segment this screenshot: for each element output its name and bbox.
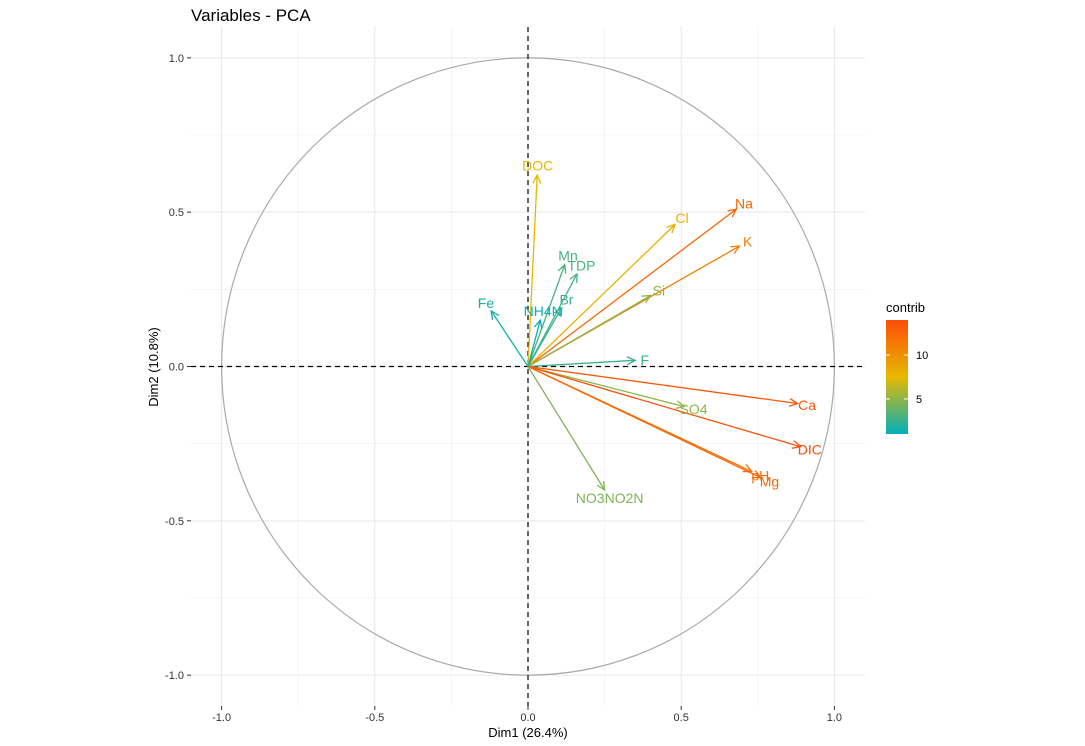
y-tick-label: 0.5 [169, 207, 184, 219]
legend-title: contrib [886, 300, 925, 315]
arrow-f [527, 356, 637, 368]
arrow-so4 [527, 365, 686, 410]
x-tick-label: 0.5 [674, 712, 689, 724]
y-tick-label: 0.0 [169, 362, 184, 374]
arrow-na [527, 208, 738, 368]
arrow-shaft [527, 365, 685, 408]
arrow-shaft [527, 359, 636, 368]
variable-label: DIC [798, 441, 822, 457]
arrow-shaft [527, 366, 606, 491]
variable-label: F [641, 352, 650, 368]
arrow-shaft [527, 365, 801, 448]
variable-label: K [743, 233, 753, 249]
variable-label: TDP [568, 257, 596, 273]
legend-colorbar [886, 320, 908, 434]
x-tick-label: -1.0 [212, 712, 231, 724]
arrow-head [675, 400, 686, 410]
variable-label: Mg [760, 474, 779, 490]
y-tick-label: -0.5 [165, 516, 184, 528]
variable-arrows [490, 173, 803, 492]
variable-label: Fe [478, 295, 495, 311]
arrow-head [791, 440, 803, 449]
x-tick-label: 0.0 [520, 712, 535, 724]
variable-label: Si [653, 283, 665, 299]
x-tick-label: 1.0 [827, 712, 842, 724]
legend-ticks: 5 10 [886, 350, 928, 406]
arrow-head [533, 318, 543, 330]
arrow-nh4n [527, 318, 543, 367]
x-axis-ticks: -1.0 -0.5 0.0 0.5 1.0 [212, 706, 842, 724]
variable-label: Na [735, 195, 753, 211]
arrow-doc [527, 173, 542, 367]
variable-label: SO4 [680, 401, 708, 417]
arrow-cl [527, 223, 677, 367]
arrow-head [626, 356, 637, 366]
variable-label: DOC [522, 158, 553, 174]
arrow-head [532, 173, 542, 184]
arrow-shaft [527, 208, 737, 368]
arrow-head [666, 223, 677, 234]
variable-label: Br [559, 292, 573, 308]
arrow-shaft [490, 310, 529, 367]
y-tick-label: 1.0 [169, 53, 184, 65]
arrow-head [490, 309, 500, 320]
arrow-head [727, 208, 738, 218]
arrow-shaft [527, 307, 563, 367]
arrow-shaft [527, 320, 541, 367]
y-axis-ticks: -1.0 -0.5 0.0 0.5 1.0 [165, 53, 191, 682]
y-tick-label: -1.0 [165, 670, 184, 682]
arrow-head [730, 245, 741, 254]
x-tick-label: -0.5 [365, 712, 384, 724]
variable-label: NO3NO2N [576, 490, 644, 506]
variable-label: Cl [675, 210, 688, 226]
arrow-mn [527, 263, 567, 367]
chart-title: Variables - PCA [191, 6, 311, 25]
arrow-dic [527, 365, 803, 449]
variable-label: Ca [798, 397, 816, 413]
variable-label: NH4N [524, 303, 562, 319]
arrow-shaft [527, 175, 538, 367]
variable-label: pH [751, 468, 769, 484]
arrow-ca [527, 365, 800, 407]
arrow-head [596, 480, 606, 492]
arrow-mg [527, 365, 763, 479]
arrow-shaft [527, 365, 798, 405]
arrow-head [569, 272, 578, 283]
arrow-si [527, 294, 652, 368]
arrow-br [527, 306, 563, 367]
arrow-head [751, 470, 763, 479]
arrow-head [742, 464, 753, 473]
arrow-head [557, 263, 567, 274]
arrow-shaft [527, 294, 651, 368]
arrow-no3no2n [527, 366, 606, 492]
legend-tick-label: 10 [916, 350, 928, 362]
arrow-shaft [527, 224, 676, 367]
arrow-head [553, 306, 563, 317]
y-axis-title: Dim2 (10.8%) [146, 327, 161, 406]
arrow-fe [490, 309, 529, 367]
arrow-head [788, 398, 800, 407]
arrow-shaft [527, 264, 566, 367]
x-axis-title: Dim1 (26.4%) [488, 725, 567, 740]
arrow-shaft [527, 365, 762, 479]
legend-tick-label: 5 [916, 394, 922, 406]
variable-label: Mn [558, 248, 577, 264]
contrib-legend: contrib 5 10 [886, 300, 928, 434]
arrow-head [641, 294, 652, 304]
